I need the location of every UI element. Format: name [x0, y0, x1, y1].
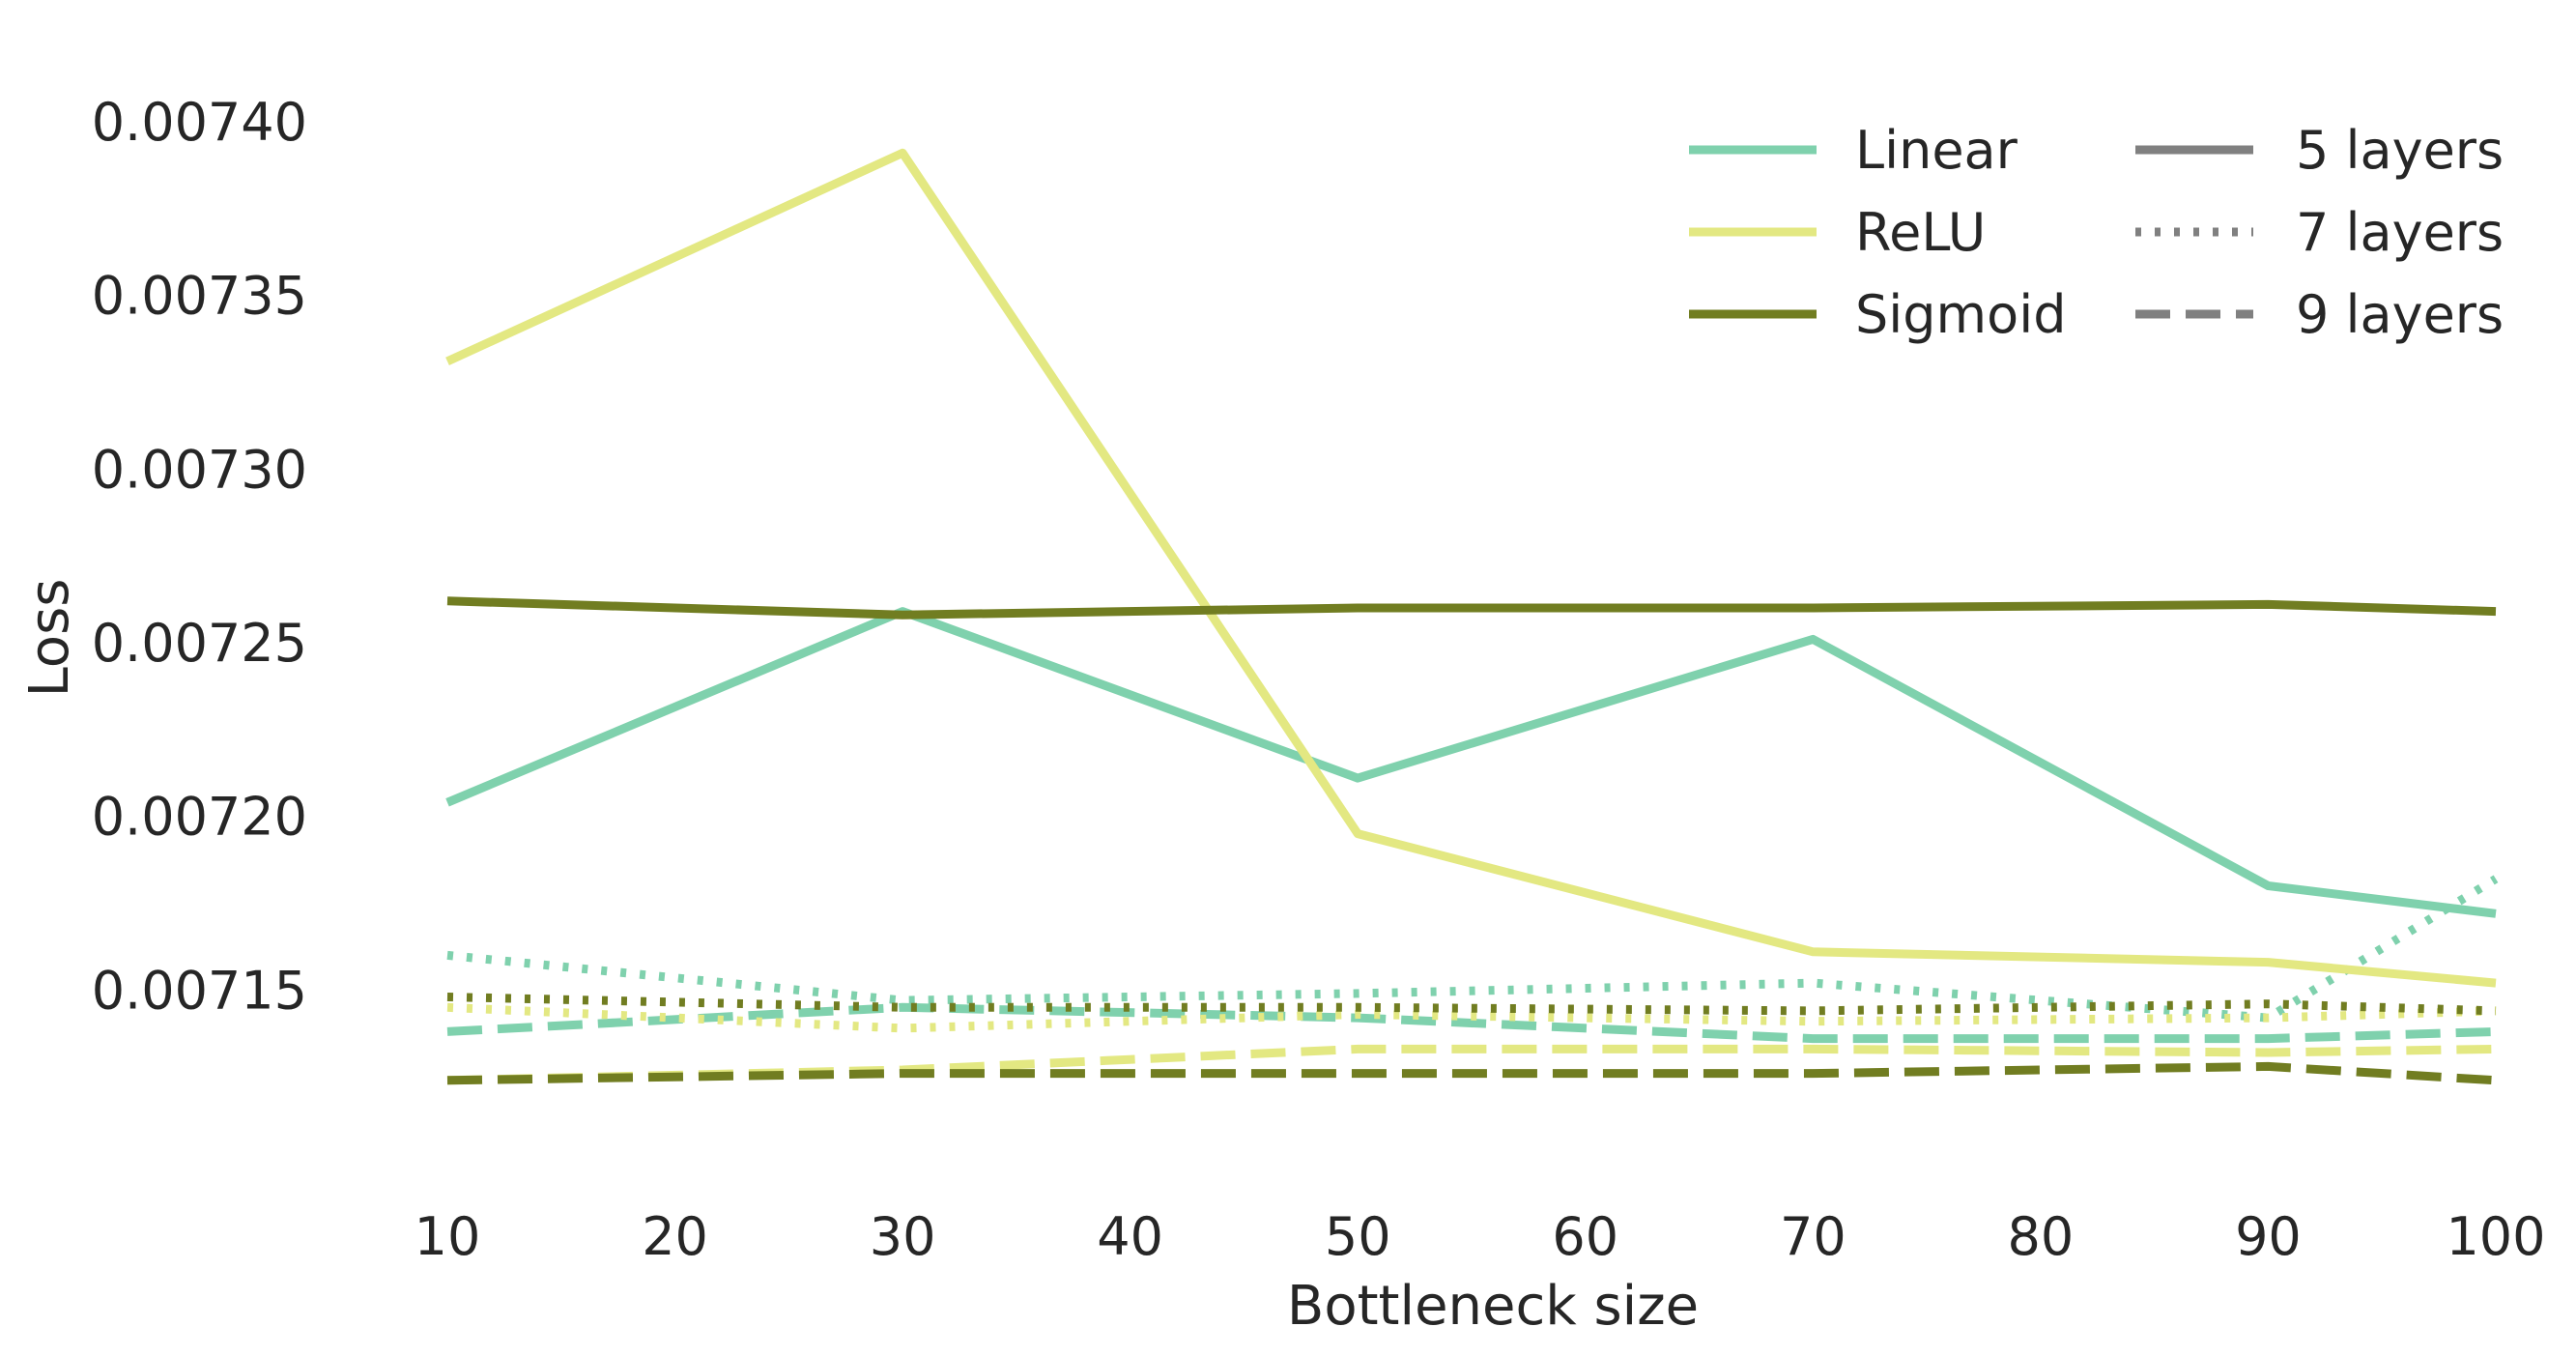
- series-line-linear-7-layers: [446, 875, 2499, 1023]
- x-tick-label: 70: [1780, 1206, 1846, 1267]
- legend-label-7-layers: 7 layers: [2296, 202, 2504, 263]
- y-axis-ticks: 0.00715 0.00720 0.00725 0.00730 0.00735 0.007…: [92, 92, 307, 1021]
- series-line-sigmoid-5-layers: [446, 596, 2497, 620]
- x-tick-label: 100: [2446, 1206, 2545, 1267]
- x-tick-label: 10: [415, 1206, 481, 1267]
- x-tick-label: 60: [1552, 1206, 1618, 1267]
- y-tick-label: 0.00730: [92, 439, 307, 500]
- series-line-linear-5-layers: [445, 607, 2497, 918]
- y-tick-label: 0.00715: [92, 960, 307, 1021]
- y-tick-label: 0.00735: [92, 266, 307, 327]
- x-tick-label: 90: [2235, 1206, 2302, 1267]
- legend-label-linear: Linear: [1855, 120, 2018, 181]
- series-line-sigmoid-9-layers: [446, 1061, 2497, 1085]
- series-line-relu-7-layers: [446, 1002, 2497, 1033]
- series-line-linear-9-layers: [446, 1002, 2497, 1044]
- y-tick-label: 0.00740: [92, 92, 307, 153]
- x-tick-label: 20: [642, 1206, 708, 1267]
- legend-label-sigmoid: Sigmoid: [1855, 284, 2066, 345]
- legend-label-9-layers: 9 layers: [2296, 284, 2504, 345]
- y-tick-label: 0.00720: [92, 787, 307, 848]
- y-axis-label: Loss: [18, 579, 81, 698]
- x-axis-ticks: 10 20 30 40 50 60 70 80 90 100: [415, 1206, 2546, 1267]
- y-tick-label: 0.00725: [92, 613, 307, 674]
- x-tick-label: 30: [870, 1206, 936, 1267]
- x-tick-label: 40: [1097, 1206, 1163, 1267]
- legend-label-5-layers: 5 layers: [2296, 120, 2504, 181]
- x-tick-label: 50: [1325, 1206, 1391, 1267]
- series-layer: [445, 148, 2499, 1085]
- legend-label-relu: ReLU: [1855, 202, 1986, 263]
- legend: Linear ReLU Sigmoid 5 layers 7 layers 9 layer…: [1689, 120, 2504, 345]
- series-line-relu-5-layers: [445, 148, 2497, 988]
- x-tick-label: 80: [2008, 1206, 2075, 1267]
- series-line-sigmoid-7-layers: [446, 993, 2497, 1016]
- x-axis-label: Bottleneck size: [1287, 1275, 1699, 1338]
